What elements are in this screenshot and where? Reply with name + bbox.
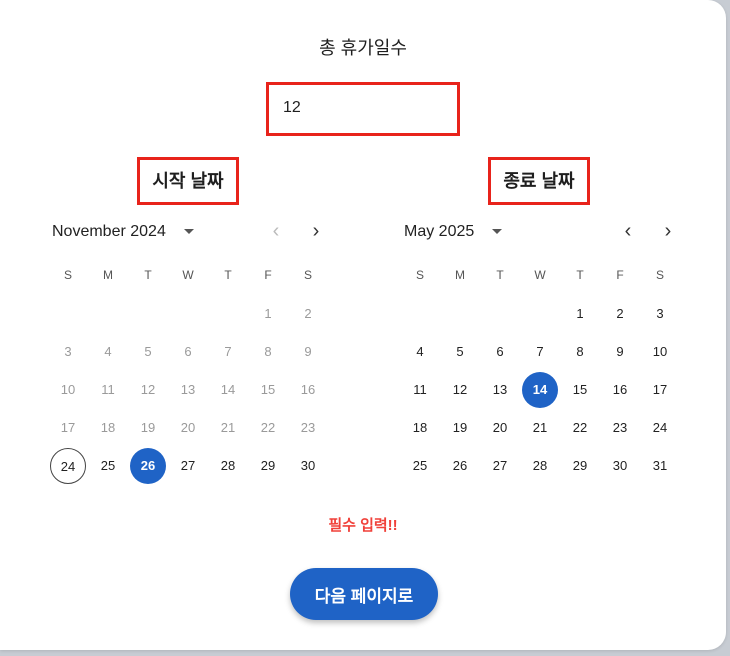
start-day-17[interactable]: 17 (60, 420, 76, 435)
start-day-9[interactable]: 9 (304, 344, 312, 359)
start-day-15[interactable]: 15 (260, 382, 276, 397)
start-day-2[interactable]: 2 (304, 306, 312, 321)
start-date-label: 시작 날짜 (137, 157, 239, 205)
day-of-week-header: F (616, 268, 624, 282)
left-month-label: November 2024 (52, 223, 166, 240)
day-of-week-header: T (496, 268, 504, 282)
caret-down-icon (183, 229, 194, 235)
start-day-10[interactable]: 10 (60, 382, 76, 397)
chevron-left-icon[interactable]: ‹ (624, 220, 632, 242)
chevron-right-icon[interactable]: › (664, 220, 672, 242)
left-month-selector[interactable]: November 2024 (52, 220, 194, 244)
start-day-27[interactable]: 27 (180, 458, 196, 473)
end-day-23[interactable]: 23 (612, 420, 628, 435)
end-day-31[interactable]: 31 (652, 458, 668, 473)
start-day-5[interactable]: 5 (144, 344, 152, 359)
end-day-20[interactable]: 20 (492, 420, 508, 435)
end-day-25[interactable]: 25 (412, 458, 428, 473)
start-day-19[interactable]: 19 (140, 420, 156, 435)
start-day-26[interactable]: 26 (130, 448, 166, 484)
total-days-input[interactable]: 12 (266, 82, 460, 136)
required-error-text: 필수 입력!! (328, 517, 398, 534)
right-month-label: May 2025 (404, 223, 475, 240)
day-of-week-header: S (655, 268, 664, 282)
end-day-8[interactable]: 8 (576, 344, 584, 359)
start-day-23[interactable]: 23 (300, 420, 316, 435)
start-day-28[interactable]: 28 (220, 458, 236, 473)
end-day-7[interactable]: 7 (536, 344, 544, 359)
end-day-30[interactable]: 30 (612, 458, 628, 473)
end-day-13[interactable]: 13 (492, 382, 508, 397)
end-day-21[interactable]: 21 (532, 420, 548, 435)
start-day-6[interactable]: 6 (184, 344, 192, 359)
next-page-button[interactable]: 다음 페이지로 (290, 568, 438, 620)
start-day-25[interactable]: 25 (100, 458, 116, 473)
page-title: 총 휴가일수 (319, 38, 407, 58)
start-day-22[interactable]: 22 (260, 420, 276, 435)
end-day-18[interactable]: 18 (412, 420, 428, 435)
start-day-3[interactable]: 3 (64, 344, 72, 359)
start-day-16[interactable]: 16 (300, 382, 316, 397)
right-month-selector[interactable]: May 2025 (404, 220, 503, 244)
end-day-6[interactable]: 6 (496, 344, 504, 359)
day-of-week-header: S (63, 268, 72, 282)
end-day-24[interactable]: 24 (652, 420, 668, 435)
day-of-week-header: T (576, 268, 584, 282)
end-day-2[interactable]: 2 (616, 306, 624, 321)
end-day-26[interactable]: 26 (452, 458, 468, 473)
day-of-week-header: T (144, 268, 152, 282)
end-day-5[interactable]: 5 (456, 344, 464, 359)
end-day-11[interactable]: 11 (413, 382, 427, 397)
day-of-week-header: T (224, 268, 232, 282)
start-day-7[interactable]: 7 (224, 344, 232, 359)
day-of-week-header: W (182, 268, 194, 282)
end-day-16[interactable]: 16 (612, 382, 628, 397)
start-day-1[interactable]: 1 (264, 306, 272, 321)
start-day-30[interactable]: 30 (300, 458, 316, 473)
chevron-left-icon[interactable]: ‹ (272, 220, 280, 242)
end-day-12[interactable]: 12 (452, 382, 468, 397)
day-of-week-header: M (455, 268, 465, 282)
chevron-right-icon[interactable]: › (312, 220, 320, 242)
start-day-12[interactable]: 12 (140, 382, 156, 397)
end-day-19[interactable]: 19 (452, 420, 468, 435)
day-of-week-header: F (264, 268, 272, 282)
start-day-14[interactable]: 14 (220, 382, 236, 397)
caret-down-icon (492, 229, 503, 235)
end-day-27[interactable]: 27 (492, 458, 508, 473)
end-day-9[interactable]: 9 (616, 344, 624, 359)
end-day-3[interactable]: 3 (656, 306, 664, 321)
end-day-15[interactable]: 15 (572, 382, 588, 397)
day-of-week-header: M (103, 268, 113, 282)
start-day-4[interactable]: 4 (104, 344, 112, 359)
start-day-29[interactable]: 29 (260, 458, 276, 473)
start-day-24[interactable]: 24 (50, 448, 86, 484)
start-day-13[interactable]: 13 (180, 382, 196, 397)
end-day-1[interactable]: 1 (576, 306, 584, 321)
start-day-11[interactable]: 11 (101, 382, 115, 397)
end-day-17[interactable]: 17 (652, 382, 668, 397)
end-day-14[interactable]: 14 (522, 372, 558, 408)
start-day-20[interactable]: 20 (180, 420, 196, 435)
end-day-10[interactable]: 10 (652, 344, 668, 359)
end-day-22[interactable]: 22 (572, 420, 588, 435)
start-day-8[interactable]: 8 (264, 344, 272, 359)
end-day-28[interactable]: 28 (532, 458, 548, 473)
end-day-4[interactable]: 4 (416, 344, 424, 359)
end-date-label: 종료 날짜 (488, 157, 590, 205)
start-day-21[interactable]: 21 (220, 420, 236, 435)
end-day-29[interactable]: 29 (572, 458, 588, 473)
day-of-week-header: W (534, 268, 546, 282)
start-day-18[interactable]: 18 (100, 420, 116, 435)
day-of-week-header: S (303, 268, 312, 282)
day-of-week-header: S (415, 268, 424, 282)
